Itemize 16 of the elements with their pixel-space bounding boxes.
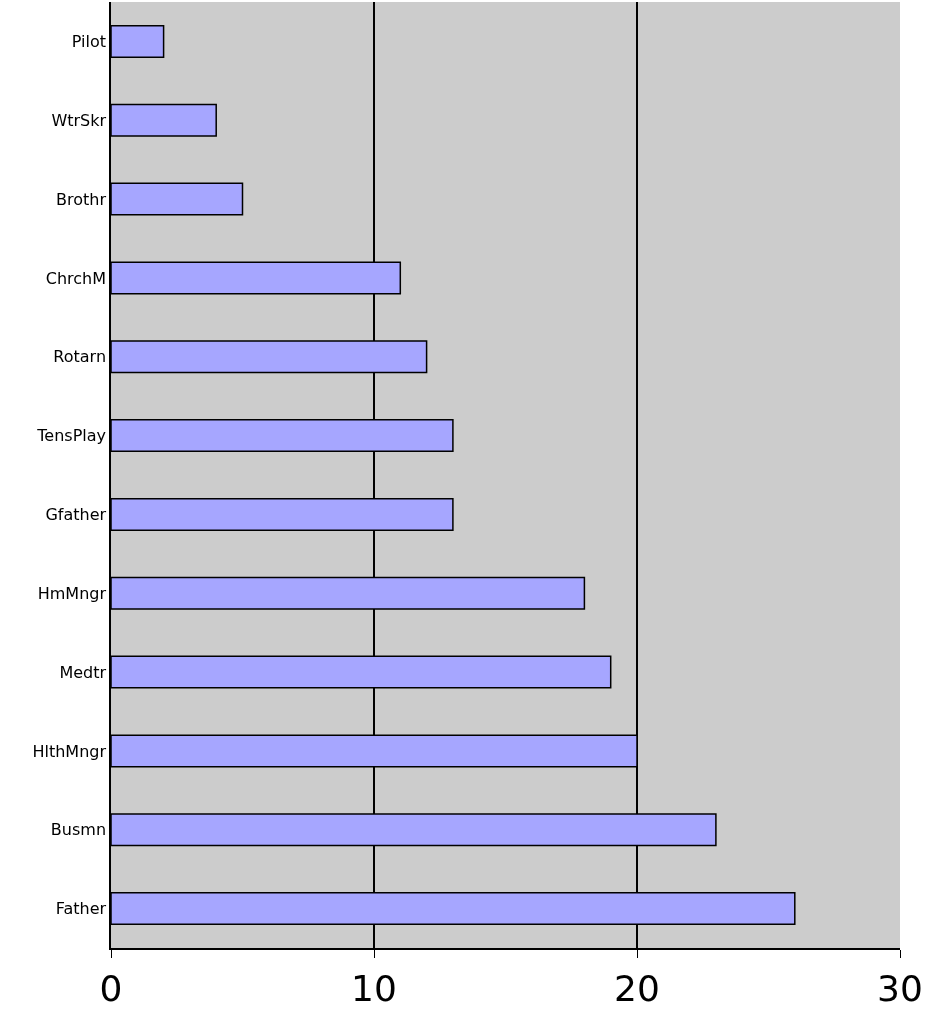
y-tick-label: HlthMngr [32,741,107,761]
x-tick-label: 20 [614,967,660,1009]
y-tick-label: Gfather [45,505,107,525]
x-tick-label: 30 [877,967,923,1009]
y-tick-label: WtrSkr [51,110,107,130]
y-tick-label: HmMngr [37,583,107,603]
y-tick-label: Rotarn [53,347,107,367]
y-tick-label: Medtr [59,662,107,682]
y-tick-label: Father [55,899,107,919]
y-tick-label: TensPlay [36,426,107,446]
y-tick-label: Brothr [56,189,107,209]
x-tick-label: 0 [99,967,123,1009]
y-tick-label: Pilot [71,32,107,52]
y-tick-label: ChrchM [45,268,107,288]
y-tick-label: Busmn [50,820,107,840]
x-tick-label: 10 [351,967,397,1009]
